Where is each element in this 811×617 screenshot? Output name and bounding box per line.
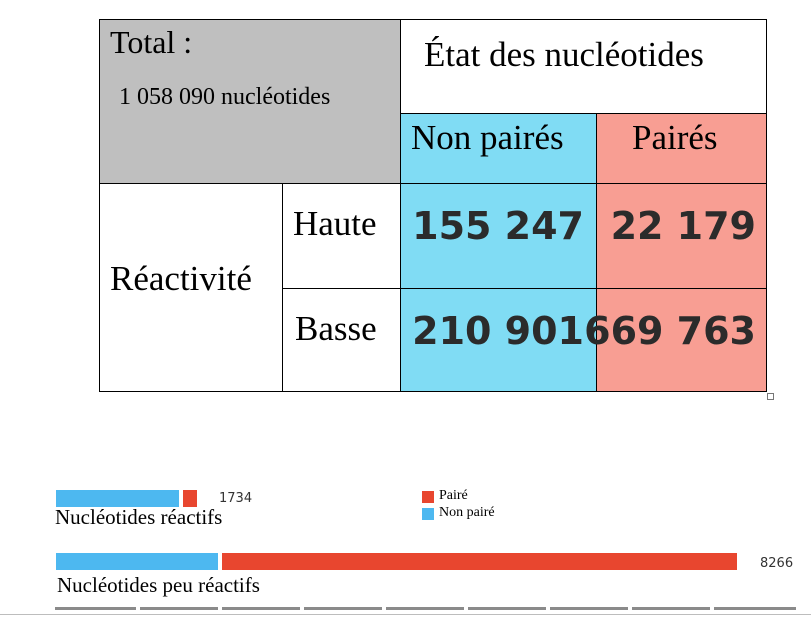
x-axis [55,607,796,610]
row-low-label: Basse [295,309,377,348]
reactive-paired-bar [183,490,197,507]
row-high-label: Haute [293,204,377,243]
row-group-cell: Réactivité [99,183,283,392]
low-unpaired-bar [56,553,218,570]
resize-handle[interactable] [767,393,774,400]
state-header-label: État des nucléotides [424,35,704,74]
reactive-unpaired-bar [56,490,179,507]
axis-tick [136,606,140,611]
row-high-cell: Haute [282,183,401,289]
reactivity-table: Total : 1 058 090 nucléotides État des n… [99,19,767,392]
reactive-total: 1734 [219,491,253,506]
low-unpaired-cell: 210 901 [400,288,597,392]
col-paired-label: Pairés [632,118,718,157]
total-cell: Total : 1 058 090 nucléotides [99,19,401,184]
axis-tick [382,606,386,611]
total-value: 1 058 090 nucléotides [119,84,331,110]
legend-paired-label: Pairé [439,488,468,503]
col-unpaired-header: Non pairés [400,113,597,184]
col-unpaired-label: Non pairés [411,118,564,157]
legend-unpaired-swatch [422,508,434,520]
row-group-label: Réactivité [110,259,252,298]
page-bottom-line [0,614,811,615]
low-reactive-label: Nucléotides peu réactifs [57,573,260,597]
axis-tick [218,606,222,611]
axis-tick [546,606,550,611]
legend-unpaired-label: Non pairé [439,505,495,520]
row-low-cell: Basse [282,288,401,392]
axis-tick [464,606,468,611]
low-paired-value: 669 763 [584,309,756,353]
high-paired-cell: 22 179 [596,183,767,289]
low-reactive-total: 8266 [760,556,794,571]
axis-tick [628,606,632,611]
axis-tick [300,606,304,611]
axis-tick [710,606,714,611]
state-header: État des nucléotides [400,19,767,114]
reactive-label: Nucléotides réactifs [55,505,223,529]
high-unpaired-value: 155 247 [412,204,584,248]
low-unpaired-value: 210 901 [412,309,584,353]
high-paired-value: 22 179 [610,204,756,248]
high-unpaired-cell: 155 247 [400,183,597,289]
col-paired-header: Pairés [596,113,767,184]
low-paired-bar [222,553,737,570]
total-label: Total : [110,24,193,60]
legend-paired-swatch [422,491,434,503]
low-paired-cell: 669 763 [584,288,767,392]
